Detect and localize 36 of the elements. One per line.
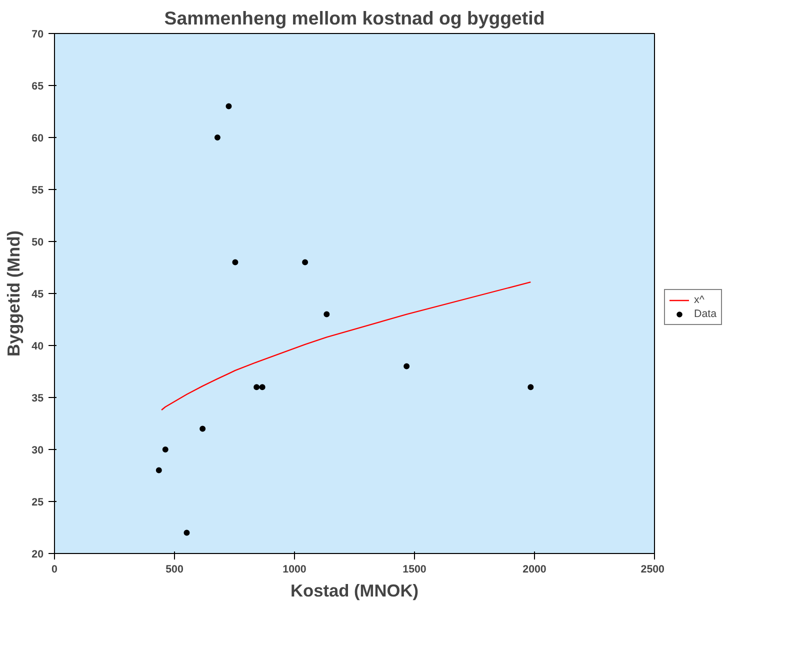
y-tick-label: 20 — [32, 548, 44, 560]
y-tick-label: 25 — [32, 496, 44, 508]
point — [302, 259, 308, 266]
legend-label: x^ — [694, 294, 706, 306]
point — [200, 426, 206, 432]
point — [404, 363, 410, 370]
line-series — [160, 281, 532, 411]
x-tick-label: 1000 — [282, 564, 306, 576]
point — [162, 446, 168, 452]
y-tick-label: 45 — [32, 288, 44, 300]
x-tick-label: 1500 — [402, 564, 426, 576]
y-tick-label: 40 — [32, 340, 44, 352]
y-tick-label: 70 — [32, 28, 44, 40]
y-tick-label: 65 — [32, 80, 44, 92]
y-axis-title: Byggetid (Mnd) — [4, 230, 24, 357]
chart-title: Sammenheng mellom kostnad og byggetid — [164, 8, 545, 28]
x-tick-label: 0 — [52, 564, 58, 576]
point — [324, 311, 330, 318]
point — [184, 530, 190, 536]
point — [156, 467, 162, 474]
x-axis-title: Kostad (MNOK) — [290, 580, 419, 600]
y-tick-label: 55 — [32, 184, 44, 196]
point — [214, 134, 220, 140]
y-tick-label: 50 — [32, 236, 44, 248]
x-tick-label: 500 — [166, 564, 184, 576]
point — [254, 384, 260, 390]
point — [226, 103, 232, 110]
x-tick-label: 2500 — [640, 564, 665, 576]
y-tick-label: 35 — [32, 392, 44, 404]
point — [259, 384, 266, 390]
legend-label: Data — [694, 308, 717, 320]
point — [528, 384, 534, 390]
x-tick-label: 2000 — [522, 564, 546, 576]
y-tick-label: 30 — [32, 444, 44, 456]
point — [232, 259, 238, 266]
y-tick-label: 60 — [32, 132, 44, 144]
